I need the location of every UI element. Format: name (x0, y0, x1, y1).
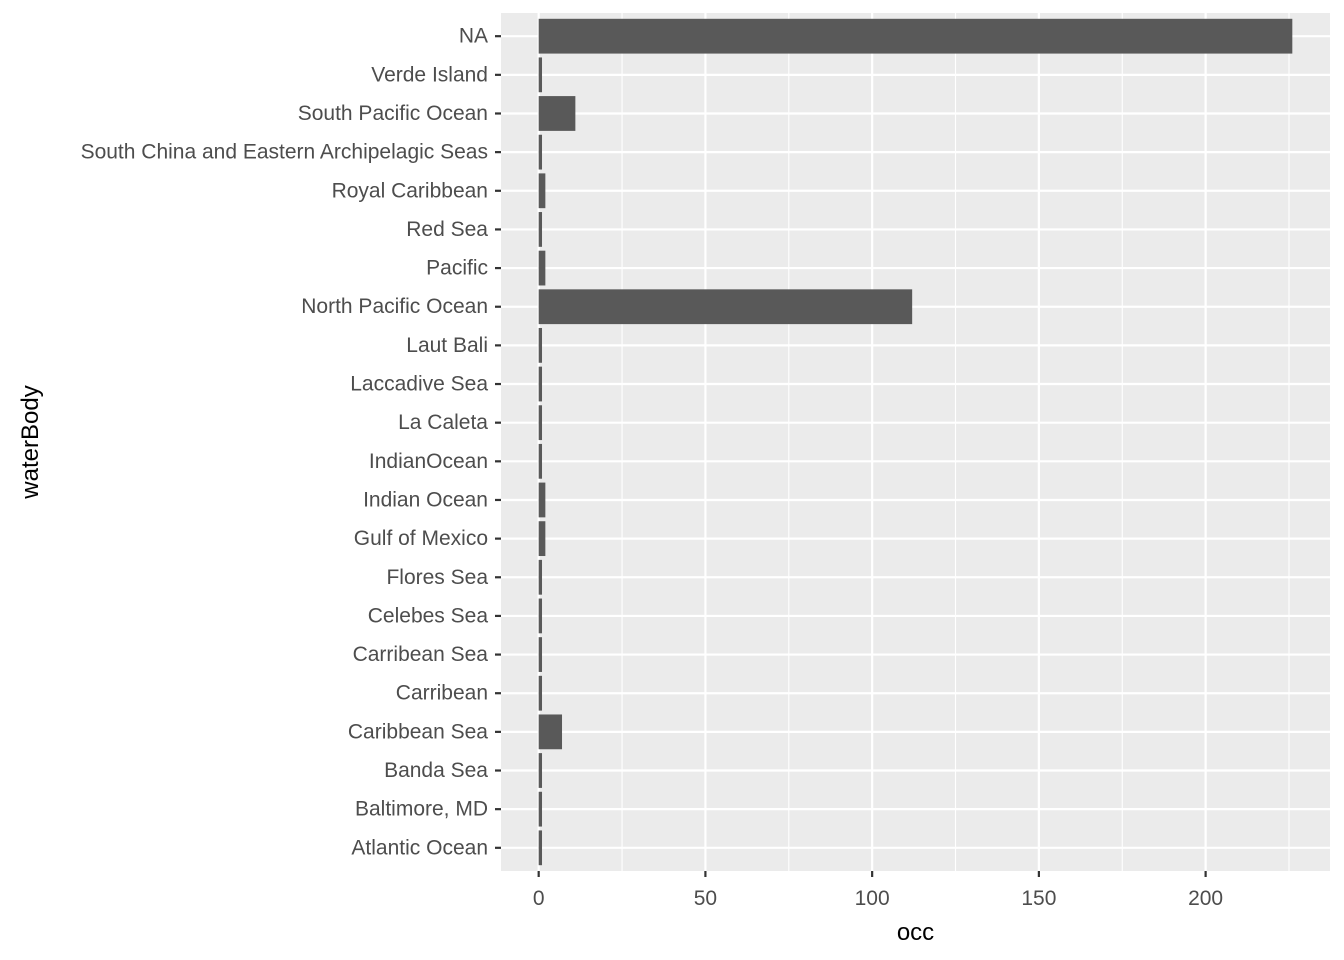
bar (538, 443, 543, 479)
bar (538, 482, 546, 518)
y-tick-label: South China and Eastern Archipelagic Sea… (81, 141, 488, 164)
y-tick-label: Gulf of Mexico (354, 527, 488, 550)
major-gridlines (501, 13, 1330, 871)
y-tick-label: IndianOcean (369, 450, 488, 473)
bar (538, 559, 543, 595)
x-tick-label: 100 (855, 887, 890, 910)
x-axis-title: occ (897, 919, 934, 946)
x-tick-label: 150 (1021, 887, 1056, 910)
bar (538, 212, 543, 247)
y-tick-label: Royal Caribbean (332, 179, 488, 202)
x-tick-label: 50 (694, 887, 717, 910)
y-tick-label: Verde Island (371, 63, 488, 86)
bar (538, 173, 546, 209)
y-axis-title: waterBody (17, 385, 44, 499)
bar (538, 521, 546, 557)
y-tick-label: Red Sea (406, 218, 488, 241)
y-tick-label: Indian Ocean (363, 488, 488, 511)
y-tick-label: Atlantic Ocean (351, 836, 488, 859)
bar (538, 675, 543, 711)
bar (538, 405, 543, 441)
x-axis: 0 50 100 150 200 (533, 871, 1223, 910)
y-tick-label: Celebes Sea (368, 604, 489, 627)
x-tick-label: 200 (1188, 887, 1223, 910)
x-tick-label: 0 (533, 887, 545, 910)
bar (538, 366, 543, 402)
y-tick-label: South Pacific Ocean (298, 102, 488, 125)
bar (538, 830, 543, 866)
bar (538, 250, 546, 286)
y-tick-label: Carribean Sea (353, 643, 489, 666)
bar (538, 598, 543, 634)
y-tick-label: Banda Sea (384, 759, 488, 782)
bar (538, 753, 543, 788)
minor-gridlines (621, 13, 1290, 871)
y-tick-label: Pacific (426, 257, 488, 280)
y-tick-label: Carribean (396, 682, 488, 705)
bar (538, 134, 543, 170)
y-axis: Atlantic Ocean Baltimore, MD Banda Sea Cari… (81, 25, 501, 859)
bar (538, 714, 563, 750)
y-tick-label: Caribbean Sea (348, 720, 488, 743)
bar (538, 57, 543, 93)
bar (538, 18, 1293, 54)
y-tick-label: Laut Bali (406, 334, 488, 357)
bar (538, 637, 543, 672)
plot-panel (501, 13, 1330, 871)
bars (538, 18, 1293, 866)
y-tick-label: La Caleta (398, 411, 488, 434)
bar (538, 327, 543, 363)
bar (538, 791, 543, 827)
y-tick-label: Flores Sea (386, 566, 488, 589)
y-tick-label: Baltimore, MD (355, 798, 488, 821)
bar (538, 289, 913, 325)
y-tick-label: Laccadive Sea (350, 373, 488, 396)
y-tick-label: North Pacific Ocean (301, 295, 488, 318)
y-tick-label: NA (459, 25, 488, 48)
bar (538, 96, 576, 131)
